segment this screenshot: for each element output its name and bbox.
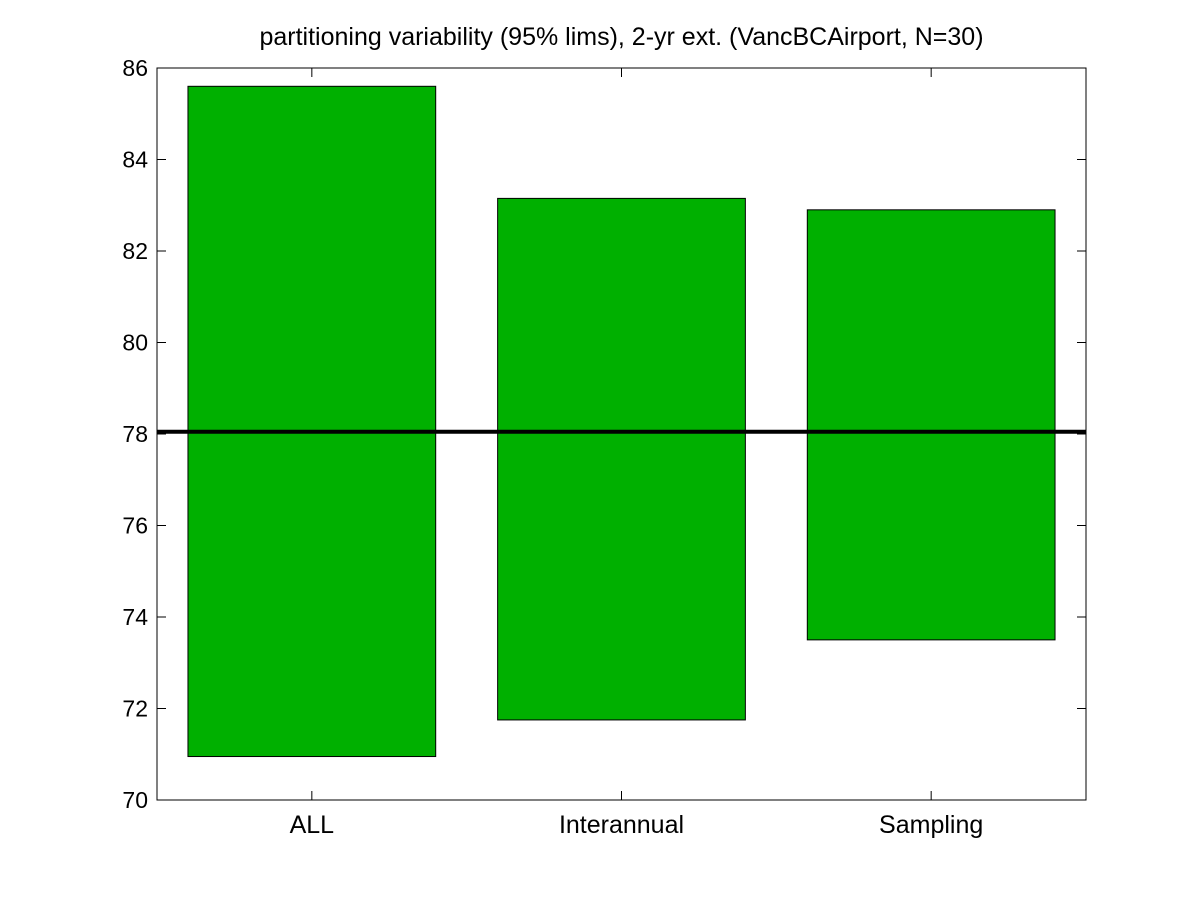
- x-axis: ALL Interannual Sampling: [290, 68, 983, 839]
- bar-interannual: [497, 197, 746, 721]
- y-tick-label: 76: [122, 513, 148, 539]
- chart-title: partitioning variability (95% lims), 2-y…: [259, 23, 983, 51]
- y-tick-label: 86: [122, 55, 148, 81]
- bar-sampling: [806, 209, 1056, 641]
- x-category-label: Interannual: [559, 811, 684, 839]
- y-tick-label: 70: [122, 787, 148, 813]
- bars-layer: [187, 85, 1056, 758]
- y-tick-label: 74: [122, 604, 148, 630]
- x-category-label: ALL: [290, 811, 335, 839]
- bar-all: [187, 85, 437, 758]
- y-tick-label: 82: [122, 238, 148, 264]
- y-tick-label: 84: [122, 147, 148, 173]
- y-tick-label: 80: [122, 330, 148, 356]
- y-tick-label: 78: [122, 421, 148, 447]
- y-tick-label: 72: [122, 696, 148, 722]
- y-axis: 70 72 74 76 78 80 82 84 86: [122, 55, 1086, 813]
- x-category-label: Sampling: [879, 811, 983, 839]
